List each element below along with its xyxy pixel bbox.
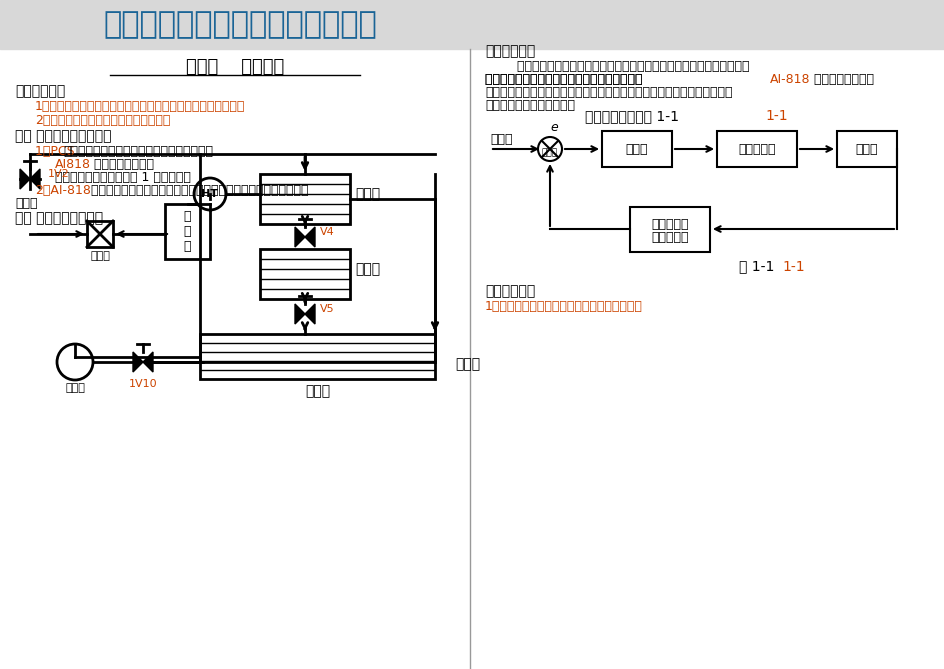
Text: 1V2: 1V2 xyxy=(48,169,70,179)
Bar xyxy=(0,0,944,49)
Bar xyxy=(87,221,113,247)
Text: AI818: AI818 xyxy=(55,157,91,171)
Text: e: e xyxy=(549,121,557,134)
Polygon shape xyxy=(295,304,305,324)
Text: HT: HT xyxy=(201,189,218,199)
Text: 的上下限范围内。水箱液位变送器输出信号，经: 的上下限范围内。水箱液位变送器输出信号，经 xyxy=(484,72,646,86)
Text: 上水箱: 上水箱 xyxy=(855,142,877,155)
Bar xyxy=(836,131,896,167)
Text: 储水箱: 储水箱 xyxy=(305,384,329,398)
Text: 调节器: 调节器 xyxy=(625,142,648,155)
Text: 二、 实验设备及参考资料: 二、 实验设备及参考资料 xyxy=(15,129,111,143)
Polygon shape xyxy=(305,227,314,247)
Bar xyxy=(260,249,349,299)
Text: 一、实验目的: 一、实验目的 xyxy=(15,84,65,98)
Text: 1、按附图位式控制实验接线图接好实验导线。: 1、按附图位式控制实验接线图接好实验导线。 xyxy=(484,300,642,313)
Text: 位式电磁阀: 位式电磁阀 xyxy=(737,142,775,155)
Text: 2、AI-818: 2、AI-818 xyxy=(35,183,91,197)
Text: 行控制，以达到控制目的。: 行控制，以达到控制目的。 xyxy=(484,98,574,112)
Text: 自动化仪表与过程控制实验指导书: 自动化仪表与过程控制实验指导书 xyxy=(103,11,377,39)
Text: 调
节
仪: 调 节 仪 xyxy=(183,210,191,253)
Circle shape xyxy=(194,178,226,210)
Polygon shape xyxy=(133,352,143,372)
Text: 仪表的操作说明书和液位变送器的调试（一般出厂之前已调试好）: 仪表的操作说明书和液位变送器的调试（一般出厂之前已调试好） xyxy=(87,183,308,197)
Text: 上水箱: 上水箱 xyxy=(355,187,379,201)
Text: 1-1: 1-1 xyxy=(782,260,803,274)
Text: 智能调节仪一台、: 智能调节仪一台、 xyxy=(90,157,154,171)
Text: 本实验采用位式控制原理进行液位的范围控制，即，将液位控制在一定: 本实验采用位式控制原理进行液位的范围控制，即，将液位控制在一定 xyxy=(484,60,749,72)
Text: 储水箱: 储水箱 xyxy=(454,357,480,371)
Text: 设定上下限水位值进行比较。控制仪表内继电器触点状态，对位式电磁阀进: 设定上下限水位值进行比较。控制仪表内继电器触点状态，对位式电磁阀进 xyxy=(484,86,732,98)
Bar xyxy=(601,131,671,167)
Text: 三、 实验系统流程图：: 三、 实验系统流程图： xyxy=(15,211,103,225)
Polygon shape xyxy=(30,169,40,189)
Polygon shape xyxy=(20,169,30,189)
Text: 增压泵: 增压泵 xyxy=(65,383,85,393)
Text: 下水箱: 下水箱 xyxy=(355,262,379,276)
Text: 仪表进行处理后与: 仪表进行处理后与 xyxy=(809,72,873,86)
Text: 1、PCS: 1、PCS xyxy=(35,145,78,157)
Bar xyxy=(260,174,349,224)
Text: 过程控制实验装置（使用其中：位式电磁阀、: 过程控制实验装置（使用其中：位式电磁阀、 xyxy=(64,145,213,157)
Bar xyxy=(630,207,709,252)
Bar xyxy=(165,204,210,259)
Text: 实验一    位式控制: 实验一 位式控制 xyxy=(186,58,284,76)
Text: （上水箱）: （上水箱） xyxy=(650,231,688,244)
Text: 2、掌握简单过程控制的原理及仪表使用: 2、掌握简单过程控制的原理及仪表使用 xyxy=(35,114,170,126)
Circle shape xyxy=(537,137,562,161)
Text: 液位变送器: 液位变送器 xyxy=(650,217,688,231)
Text: 的上下限范围内。水箱液位变送器输出信号，经: 的上下限范围内。水箱液位变送器输出信号，经 xyxy=(484,72,646,86)
Bar xyxy=(200,334,434,379)
Bar xyxy=(716,131,796,167)
Text: 方法。: 方法。 xyxy=(15,197,38,209)
Text: 电磁阀: 电磁阀 xyxy=(90,251,110,261)
Text: 1V10: 1V10 xyxy=(128,379,157,389)
Polygon shape xyxy=(295,227,305,247)
Text: 五、实验步骤: 五、实验步骤 xyxy=(484,284,534,298)
Polygon shape xyxy=(305,304,314,324)
Text: 图 1-1: 图 1-1 xyxy=(738,260,774,274)
Text: 1、了解简单控制系统的构成及仪表的应用（熟悉仪表的操作）: 1、了解简单控制系统的构成及仪表的应用（熟悉仪表的操作） xyxy=(35,100,245,112)
Text: 反馈值: 反馈值 xyxy=(542,149,558,157)
Text: 控制系统结构如图 1-1: 控制系统结构如图 1-1 xyxy=(584,109,679,123)
Text: V5: V5 xyxy=(320,304,334,314)
Text: AI-818: AI-818 xyxy=(769,72,810,86)
Text: 四、实验原理: 四、实验原理 xyxy=(484,44,534,58)
Polygon shape xyxy=(143,352,153,372)
Text: V4: V4 xyxy=(320,227,334,237)
Text: 设定值: 设定值 xyxy=(490,132,512,145)
Text: 1-1: 1-1 xyxy=(765,109,786,123)
Circle shape xyxy=(57,344,93,380)
Text: 上水箱液位传感器、水泵 1 系统等）。: 上水箱液位传感器、水泵 1 系统等）。 xyxy=(55,171,191,183)
